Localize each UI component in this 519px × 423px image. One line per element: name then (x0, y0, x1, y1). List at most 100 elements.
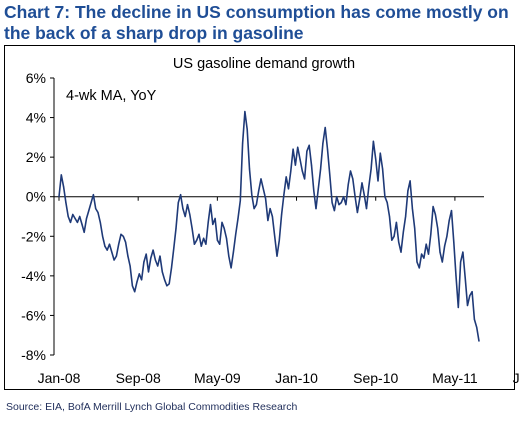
data-point (141, 279, 143, 281)
data-point (437, 227, 439, 229)
data-point (212, 223, 214, 225)
data-point (326, 148, 329, 150)
data-point (138, 273, 140, 275)
y-tick-label: 2% (26, 149, 46, 165)
data-point (97, 211, 99, 214)
data-point (184, 215, 186, 218)
data-point (448, 219, 450, 222)
data-point (58, 196, 60, 198)
data-point (92, 194, 94, 196)
data-point (345, 204, 347, 206)
data-point (315, 208, 317, 210)
data-point (423, 257, 425, 259)
data-point (164, 279, 166, 281)
data-point (251, 194, 253, 196)
data-point (359, 198, 361, 200)
data-point (368, 186, 370, 188)
data-point (102, 235, 104, 237)
data-point (159, 255, 161, 257)
data-point (322, 142, 324, 144)
data-point (85, 217, 88, 220)
line-chart: US gasoline demand growth 4-wk MA, YoY 6… (21, 56, 519, 386)
data-point (150, 257, 152, 259)
data-point (460, 261, 462, 263)
data-point (115, 255, 117, 257)
data-point (134, 291, 136, 293)
y-tick-label: -8% (21, 347, 46, 363)
data-point (152, 249, 154, 251)
data-point (352, 178, 354, 180)
x-tick-label: May-09 (194, 370, 241, 386)
data-point (74, 217, 76, 220)
data-point (255, 204, 257, 206)
x-tick-label: Jan-10 (275, 370, 318, 386)
data-point (299, 158, 301, 160)
data-point (90, 202, 92, 204)
data-point (331, 202, 333, 204)
data-point (430, 233, 432, 235)
data-point (455, 275, 457, 277)
data-point (393, 235, 395, 237)
data-point (453, 241, 455, 243)
data-point (173, 247, 175, 249)
data-point (265, 198, 267, 200)
source-note: Source: EIA, BofA Merrill Lynch Global C… (6, 401, 298, 413)
data-point (395, 221, 397, 223)
data-point (239, 200, 241, 202)
data-point (125, 241, 127, 243)
data-point (79, 215, 81, 218)
data-point (407, 190, 409, 192)
data-point (271, 215, 273, 218)
data-point (262, 188, 264, 190)
data-point (340, 202, 342, 204)
data-point (313, 190, 315, 192)
data-point (166, 285, 168, 287)
data-point (136, 281, 138, 283)
data-point (347, 184, 349, 186)
data-point (478, 340, 480, 342)
x-tick-label: Jan-08 (38, 370, 81, 386)
x-tick-label: Sep-08 (116, 370, 161, 386)
y-tick-label: -4% (21, 268, 46, 284)
data-point (473, 318, 475, 320)
data-point (290, 170, 292, 172)
data-point (118, 243, 120, 245)
data-point (242, 142, 244, 144)
data-point (129, 265, 131, 267)
data-point (111, 251, 113, 253)
data-point (304, 178, 306, 180)
data-point (88, 210, 90, 212)
data-point (60, 174, 62, 176)
data-point (414, 227, 416, 229)
data-point (182, 208, 184, 210)
data-point (248, 168, 251, 170)
data-point (237, 217, 239, 220)
chart-frame (4, 45, 515, 390)
data-point (400, 251, 402, 253)
data-point (308, 144, 310, 146)
data-point (446, 235, 448, 237)
data-point (306, 150, 308, 152)
y-tick-label: 6% (26, 70, 46, 86)
data-point (416, 261, 418, 263)
data-point (349, 170, 352, 172)
data-point (285, 176, 287, 178)
data-point (427, 253, 430, 255)
data-point (281, 213, 283, 216)
data-point (301, 170, 303, 172)
data-point (287, 188, 290, 190)
data-point (209, 204, 212, 206)
data-point (131, 285, 133, 287)
data-point (269, 208, 271, 210)
data-point (379, 152, 381, 154)
data-point (370, 168, 372, 170)
data-point (168, 283, 170, 285)
y-tick-label: -2% (21, 228, 46, 244)
data-point (76, 221, 78, 223)
chart-heading: Chart 7: The decline in US consumption h… (4, 2, 509, 43)
data-point (67, 215, 69, 218)
data-point (382, 168, 384, 170)
chart-annotation: 4-wk MA, YoY (66, 88, 157, 104)
data-point (363, 194, 365, 196)
data-point (310, 164, 313, 166)
